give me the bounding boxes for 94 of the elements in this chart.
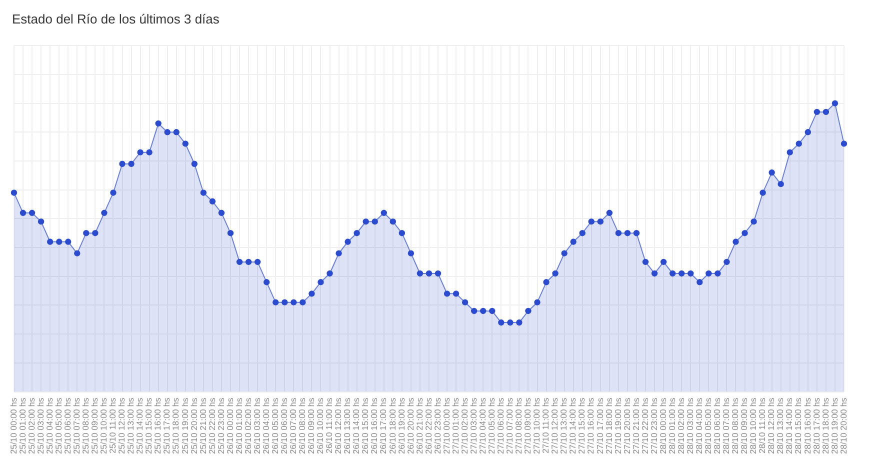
x-tick-label: 25/10 19:00 hs	[180, 398, 190, 454]
x-tick-label: 28/10 00:00 hs	[658, 398, 668, 454]
x-tick-label: 26/10 23:00 hs	[432, 398, 442, 454]
x-tick-label: 26/10 20:00 hs	[405, 398, 416, 454]
x-tick-label: 27/10 00:00 hs	[441, 398, 452, 454]
x-tick-label: 27/10 07:00 hs	[504, 398, 515, 454]
x-tick-label: 28/10 03:00 hs	[684, 398, 695, 454]
x-tick-label: 25/10 03:00 hs	[35, 398, 46, 454]
x-tick-label: 27/10 21:00 hs	[630, 398, 641, 454]
x-tick-label: 28/10 13:00 hs	[775, 398, 786, 454]
x-tick-label: 28/10 14:00 hs	[784, 398, 794, 454]
x-tick-label: 28/10 05:00 hs	[703, 398, 714, 454]
x-tick-label: 28/10 16:00 hs	[802, 398, 812, 454]
x-tick-label: 25/10 08:00 hs	[80, 398, 91, 454]
x-tick-label: 28/10 01:00 hs	[666, 398, 677, 454]
x-tick-label: 25/10 20:00 hs	[188, 398, 199, 454]
x-tick-label: 28/10 12:00 hs	[766, 398, 776, 454]
x-tick-label: 25/10 22:00 hs	[206, 398, 217, 454]
x-tick-label: 25/10 21:00 hs	[198, 398, 208, 454]
x-tick-label: 25/10 23:00 hs	[216, 398, 226, 454]
x-tick-label: 26/10 05:00 hs	[270, 398, 280, 454]
x-tick-label: 27/10 13:00 hs	[558, 398, 569, 454]
x-tick-label: 25/10 13:00 hs	[126, 398, 136, 454]
x-tick-label: 27/10 19:00 hs	[612, 398, 623, 454]
x-tick-label: 27/10 23:00 hs	[648, 398, 659, 454]
x-tick-label: 26/10 14:00 hs	[351, 398, 362, 454]
x-tick-label: 26/10 12:00 hs	[333, 398, 344, 454]
x-tick-label: 28/10 10:00 hs	[748, 398, 758, 454]
x-tick-label: 26/10 18:00 hs	[387, 398, 398, 454]
x-tick-label: 28/10 02:00 hs	[676, 398, 686, 454]
x-tick-label: 27/10 16:00 hs	[586, 398, 596, 454]
x-tick-label: 25/10 01:00 hs	[17, 398, 28, 454]
x-tick-label: 26/10 09:00 hs	[306, 398, 316, 454]
x-tick-label: 28/10 09:00 hs	[739, 398, 750, 454]
x-tick-label: 28/10 08:00 hs	[730, 398, 740, 454]
x-tick-label: 25/10 17:00 hs	[162, 398, 172, 454]
x-tick-label: 28/10 15:00 hs	[793, 398, 804, 454]
x-tick-label: 27/10 10:00 hs	[532, 398, 542, 454]
x-tick-label: 27/10 06:00 hs	[496, 398, 506, 454]
x-tick-label: 27/10 18:00 hs	[604, 398, 614, 454]
x-tick-label: 27/10 20:00 hs	[622, 398, 632, 454]
x-tick-label: 26/10 03:00 hs	[252, 398, 262, 454]
x-tick-label: 25/10 15:00 hs	[144, 398, 154, 454]
x-tick-label: 26/10 10:00 hs	[315, 398, 326, 454]
x-tick-label: 28/10 04:00 hs	[694, 398, 704, 454]
x-tick-label: 26/10 17:00 hs	[378, 398, 388, 454]
x-tick-label: 28/10 18:00 hs	[820, 398, 830, 454]
x-tick-label: 28/10 11:00 hs	[757, 398, 768, 454]
x-tick-label: 26/10 19:00 hs	[396, 398, 406, 454]
x-tick-label: 25/10 11:00 hs	[108, 398, 118, 454]
x-tick-label: 25/10 06:00 hs	[62, 398, 72, 454]
x-tick-label: 27/10 08:00 hs	[514, 398, 524, 454]
x-tick-label: 28/10 20:00 hs	[838, 398, 848, 454]
chart-title: Estado del Río de los últimos 3 días	[12, 11, 220, 26]
x-tick-label: 26/10 02:00 hs	[242, 398, 253, 454]
x-tick-label: 28/10 06:00 hs	[712, 398, 722, 454]
x-tick-label: 27/10 02:00 hs	[459, 398, 470, 454]
x-tick-label: 26/10 07:00 hs	[288, 398, 298, 454]
x-tick-label: 25/10 07:00 hs	[71, 398, 82, 454]
x-tick-label: 26/10 22:00 hs	[423, 398, 434, 454]
x-tick-label: 25/10 16:00 hs	[152, 398, 163, 454]
x-tick-label: 26/10 16:00 hs	[369, 398, 380, 454]
x-tick-label: 26/10 15:00 hs	[360, 398, 370, 454]
x-tick-label: 25/10 02:00 hs	[26, 398, 36, 454]
x-tick-label: 27/10 05:00 hs	[486, 398, 496, 454]
x-tick-label: 25/10 12:00 hs	[116, 398, 127, 454]
x-tick-label: 28/10 17:00 hs	[811, 398, 822, 454]
x-tick-label: 26/10 01:00 hs	[234, 398, 244, 454]
x-tick-label: 27/10 11:00 hs	[540, 398, 551, 454]
x-tick-label: 25/10 00:00 hs	[8, 398, 18, 454]
x-tick-label: 25/10 18:00 hs	[170, 398, 181, 454]
x-tick-label: 27/10 17:00 hs	[594, 398, 605, 454]
x-tick-label: 26/10 08:00 hs	[297, 398, 308, 454]
x-tick-label: 27/10 09:00 hs	[522, 398, 533, 454]
x-tick-label: 27/10 04:00 hs	[477, 398, 488, 454]
x-tick-label: 27/10 12:00 hs	[550, 398, 560, 454]
x-tick-label: 26/10 13:00 hs	[342, 398, 352, 454]
x-tick-label: 27/10 15:00 hs	[576, 398, 587, 454]
x-tick-label: 26/10 04:00 hs	[260, 398, 271, 454]
x-tick-label: 28/10 19:00 hs	[829, 398, 840, 454]
x-tick-label: 27/10 22:00 hs	[640, 398, 650, 454]
x-tick-label: 27/10 01:00 hs	[450, 398, 460, 454]
x-tick-label: 26/10 11:00 hs	[324, 398, 334, 454]
x-tick-label: 25/10 14:00 hs	[134, 398, 145, 454]
x-tick-label: 26/10 06:00 hs	[278, 398, 289, 454]
x-tick-label: 25/10 05:00 hs	[53, 398, 64, 454]
x-tick-label: 25/10 04:00 hs	[44, 398, 54, 454]
x-tick-label: 27/10 14:00 hs	[568, 398, 578, 454]
x-tick-label: 26/10 00:00 hs	[224, 398, 235, 454]
x-tick-label: 25/10 10:00 hs	[98, 398, 109, 454]
x-tick-label: 27/10 03:00 hs	[468, 398, 478, 454]
x-tick-label: 25/10 09:00 hs	[90, 398, 100, 454]
x-tick-label: 26/10 21:00 hs	[414, 398, 424, 454]
x-tick-label: 28/10 07:00 hs	[721, 398, 732, 454]
